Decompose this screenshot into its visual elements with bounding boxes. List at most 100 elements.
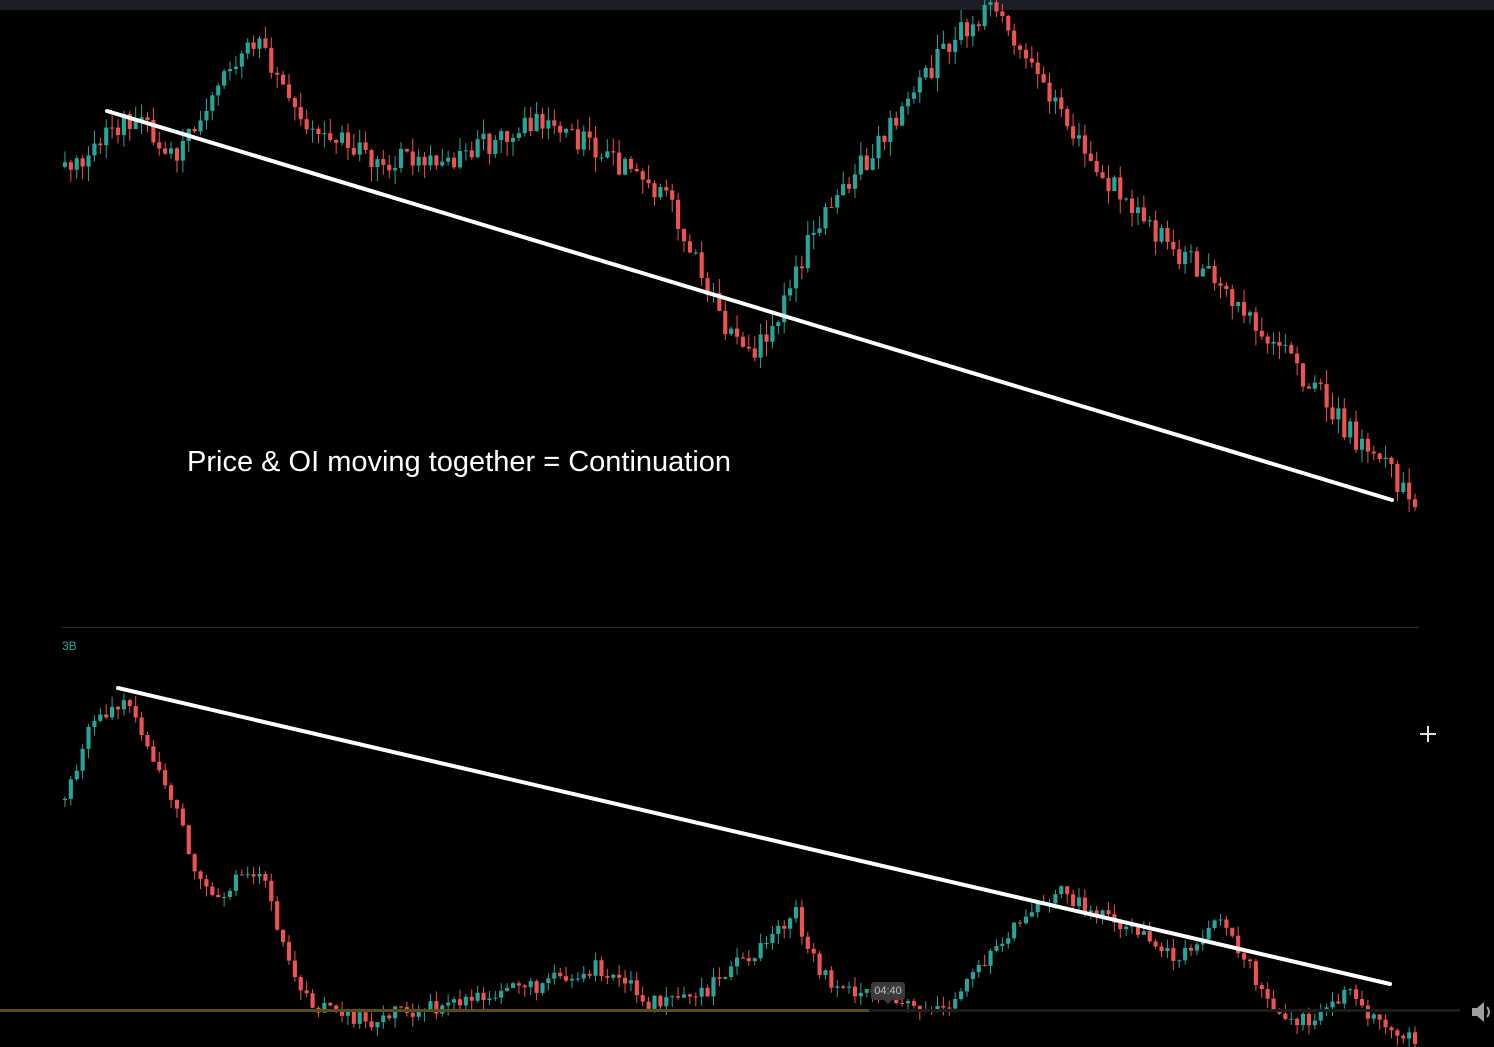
oi-candle <box>900 1003 905 1005</box>
oi-candle <box>387 1015 392 1019</box>
oi-candle <box>286 942 292 961</box>
oi-candle <box>1053 894 1058 904</box>
video-progress-bar[interactable] <box>0 1009 1460 1012</box>
oi-candle <box>298 977 303 991</box>
price-candle <box>852 174 858 189</box>
price-candle <box>381 159 386 165</box>
oi-candle <box>1289 1018 1294 1020</box>
price-candle <box>611 151 616 153</box>
price-candle <box>80 158 85 167</box>
oi-candle <box>805 936 810 949</box>
price-candle <box>151 119 156 143</box>
oi-candle <box>322 1002 327 1013</box>
price-candle <box>251 42 256 49</box>
price-candle <box>322 133 327 135</box>
price-candle <box>1165 227 1170 242</box>
oi-candle <box>575 978 580 980</box>
price-candle <box>823 207 828 229</box>
price-candle <box>404 148 409 152</box>
price-candle <box>1253 312 1258 331</box>
price-candle <box>664 187 669 191</box>
oi-candle <box>169 785 174 800</box>
price-candle <box>811 232 816 235</box>
oi-candle <box>469 996 474 1001</box>
oi-candle <box>1212 920 1217 928</box>
price-candle <box>198 120 203 132</box>
price-candle <box>1065 109 1070 127</box>
oi-candle <box>634 980 639 996</box>
price-candle <box>528 117 533 132</box>
oi-candle <box>788 918 793 929</box>
price-candle <box>1306 386 1311 389</box>
pane-divider[interactable] <box>62 627 1419 628</box>
price-candle <box>864 155 869 170</box>
oi-candle <box>1271 998 1276 1010</box>
price-candle <box>145 117 150 120</box>
price-candle <box>622 158 628 175</box>
price-candle <box>870 158 875 170</box>
price-candle <box>1053 97 1058 102</box>
oi-candle <box>640 995 645 1002</box>
oi-candle <box>446 1002 451 1006</box>
oi-trendline[interactable] <box>116 686 1392 986</box>
oi-candle <box>1330 1001 1335 1008</box>
price-candle <box>510 137 516 142</box>
oi-candle <box>841 986 846 988</box>
oi-candle <box>475 992 480 1001</box>
price-candle <box>835 195 840 208</box>
price-candle <box>1365 438 1370 452</box>
price-candle <box>86 155 91 167</box>
oi-candle <box>428 1001 433 1010</box>
price-candle <box>605 151 610 158</box>
price-candle <box>740 336 746 347</box>
price-candle <box>1330 407 1335 420</box>
price-candle <box>799 266 804 269</box>
oi-candle <box>80 748 85 771</box>
oi-candle <box>823 970 828 975</box>
oi-candle <box>1295 1018 1300 1026</box>
oi-candle <box>369 1021 374 1028</box>
oi-candle <box>935 1006 940 1012</box>
price-candle <box>1259 330 1264 337</box>
oi-candle <box>292 960 297 978</box>
time-tooltip: 04:40 <box>871 982 905 1004</box>
price-candle <box>505 131 510 142</box>
price-candle <box>487 133 492 154</box>
oi-candle <box>174 799 180 809</box>
price-candle <box>687 241 692 253</box>
price-candle <box>1389 457 1394 464</box>
price-trendline[interactable] <box>105 109 1394 502</box>
oi-candle <box>1306 1013 1311 1026</box>
oi-candle <box>1017 922 1023 924</box>
price-candle <box>1118 177 1123 200</box>
oi-candle <box>976 964 981 973</box>
price-candle <box>646 179 651 184</box>
price-candle <box>304 119 309 130</box>
oi-candle <box>1159 946 1164 952</box>
price-candle <box>982 4 987 27</box>
oi-candle <box>970 972 975 980</box>
price-candle <box>587 131 592 138</box>
oi-candle <box>593 960 598 976</box>
price-candle <box>858 155 863 175</box>
oi-candle <box>393 1006 398 1019</box>
price-candle <box>157 142 162 149</box>
price-candle <box>882 135 887 142</box>
price-candle <box>847 184 852 189</box>
price-candle <box>1236 301 1241 307</box>
oi-candle <box>1082 897 1087 913</box>
price-candles <box>62 0 1418 513</box>
oi-candle <box>505 987 510 991</box>
oi-candle <box>416 1011 421 1017</box>
price-candle <box>180 141 185 161</box>
oi-candle <box>705 987 710 997</box>
price-candle <box>345 132 351 148</box>
price-candle <box>68 162 73 170</box>
oi-candle <box>1206 927 1211 940</box>
price-candle <box>1200 268 1205 277</box>
price-candle <box>552 120 557 126</box>
volume-icon[interactable] <box>1470 999 1494 1025</box>
price-candle <box>788 288 793 296</box>
oi-candle <box>552 972 557 979</box>
